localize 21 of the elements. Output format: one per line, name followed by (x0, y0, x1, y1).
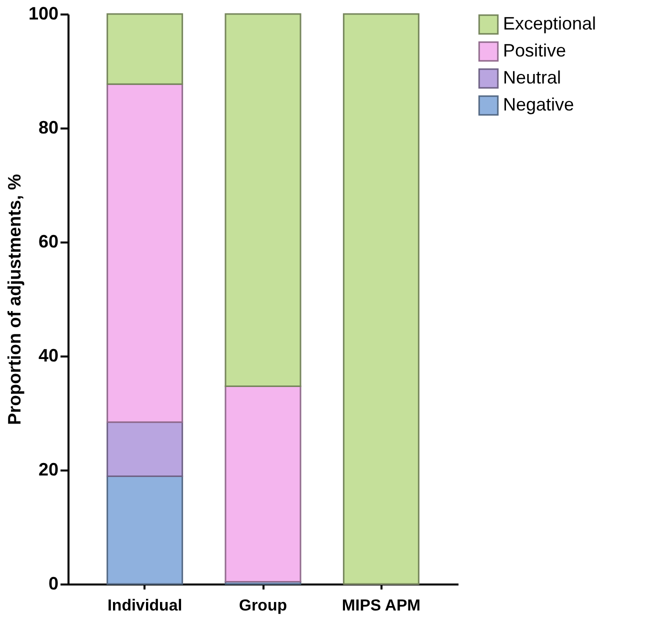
bar (106, 83, 184, 423)
legend-label: Positive (503, 40, 566, 60)
y-tick-label: 0 (48, 574, 58, 594)
legend-label: Neutral (503, 68, 562, 88)
legend-label: Exceptional (503, 14, 596, 34)
x-tick-label: Individual (107, 598, 182, 614)
y-tick-label: 40 (38, 346, 58, 366)
y-axis-title: Proportion of adjustments, % (4, 174, 24, 426)
bar (106, 421, 184, 478)
y-tick-label: 20 (38, 460, 58, 480)
x-tick-label: Group (239, 598, 288, 614)
legend-label: Negative (503, 94, 574, 114)
bar (224, 385, 302, 582)
bar (106, 476, 184, 585)
y-tick-label: 80 (38, 118, 58, 138)
x-tick-label: MIPS APM (342, 598, 420, 614)
y-tick-label: 100 (28, 4, 58, 24)
y-tick-label: 60 (38, 232, 58, 252)
bar (342, 13, 420, 585)
bar (224, 13, 302, 387)
bar (106, 13, 184, 85)
